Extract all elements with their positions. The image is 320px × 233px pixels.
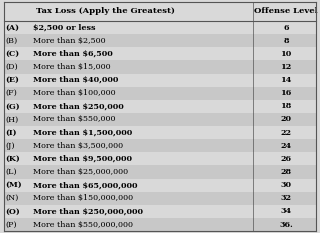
Bar <box>4 2 316 21</box>
Text: 20: 20 <box>281 116 292 123</box>
Bar <box>4 113 316 126</box>
Bar <box>4 126 316 139</box>
Text: More than $150,000,000: More than $150,000,000 <box>33 194 133 202</box>
Text: 12: 12 <box>281 63 292 71</box>
Bar <box>4 87 316 100</box>
Bar <box>4 205 316 218</box>
Text: (D): (D) <box>5 63 18 71</box>
Text: (K): (K) <box>5 155 20 163</box>
Text: (G): (G) <box>5 102 20 110</box>
Text: More than $9,500,000: More than $9,500,000 <box>33 155 132 163</box>
Text: 14: 14 <box>281 76 292 84</box>
Text: (J): (J) <box>5 142 15 150</box>
Text: 28: 28 <box>281 168 292 176</box>
Text: More than $100,000: More than $100,000 <box>33 89 116 97</box>
Text: More than $15,000: More than $15,000 <box>33 63 111 71</box>
Text: (P): (P) <box>5 221 17 229</box>
Text: 34: 34 <box>281 207 292 216</box>
Bar <box>4 74 316 87</box>
Text: More than $250,000: More than $250,000 <box>33 102 124 110</box>
Text: (I): (I) <box>5 129 17 137</box>
Bar <box>4 34 316 47</box>
Text: 24: 24 <box>281 142 292 150</box>
Text: More than $6,500: More than $6,500 <box>33 50 113 58</box>
Text: (A): (A) <box>5 24 19 31</box>
Bar <box>4 60 316 74</box>
Text: (H): (H) <box>5 116 18 123</box>
Text: More than $40,000: More than $40,000 <box>33 76 119 84</box>
Bar <box>4 178 316 192</box>
Text: More than $3,500,000: More than $3,500,000 <box>33 142 124 150</box>
Text: 6: 6 <box>284 24 289 31</box>
Text: (M): (M) <box>5 181 22 189</box>
Text: (C): (C) <box>5 50 19 58</box>
Bar <box>4 100 316 113</box>
Text: More than $550,000,000: More than $550,000,000 <box>33 221 133 229</box>
Bar <box>4 21 316 34</box>
Text: 10: 10 <box>281 50 292 58</box>
Text: 8: 8 <box>284 37 289 45</box>
Text: 16: 16 <box>281 89 292 97</box>
Text: More than $250,000,000: More than $250,000,000 <box>33 207 143 216</box>
Text: 18: 18 <box>281 102 292 110</box>
Text: More than $25,000,000: More than $25,000,000 <box>33 168 128 176</box>
Text: 22: 22 <box>281 129 292 137</box>
Text: 26: 26 <box>281 155 292 163</box>
Text: More than $1,500,000: More than $1,500,000 <box>33 129 132 137</box>
Text: More than $2,500: More than $2,500 <box>33 37 106 45</box>
Bar <box>4 165 316 178</box>
Bar <box>4 192 316 205</box>
Text: 30: 30 <box>281 181 292 189</box>
Text: (E): (E) <box>5 76 19 84</box>
Text: More than $65,000,000: More than $65,000,000 <box>33 181 138 189</box>
Text: (O): (O) <box>5 207 20 216</box>
Text: More than $550,000: More than $550,000 <box>33 116 116 123</box>
Bar <box>4 139 316 152</box>
Text: (F): (F) <box>5 89 17 97</box>
Text: 32: 32 <box>281 194 292 202</box>
Bar <box>4 218 316 231</box>
Text: $2,500 or less: $2,500 or less <box>33 24 96 31</box>
Bar <box>4 152 316 165</box>
Text: 36.: 36. <box>280 221 293 229</box>
Text: (L): (L) <box>5 168 17 176</box>
Bar <box>4 47 316 60</box>
Text: Offense Level: Offense Level <box>254 7 318 15</box>
Text: (B): (B) <box>5 37 17 45</box>
Text: (N): (N) <box>5 194 19 202</box>
Text: Tax Loss (Apply the Greatest): Tax Loss (Apply the Greatest) <box>36 7 175 15</box>
